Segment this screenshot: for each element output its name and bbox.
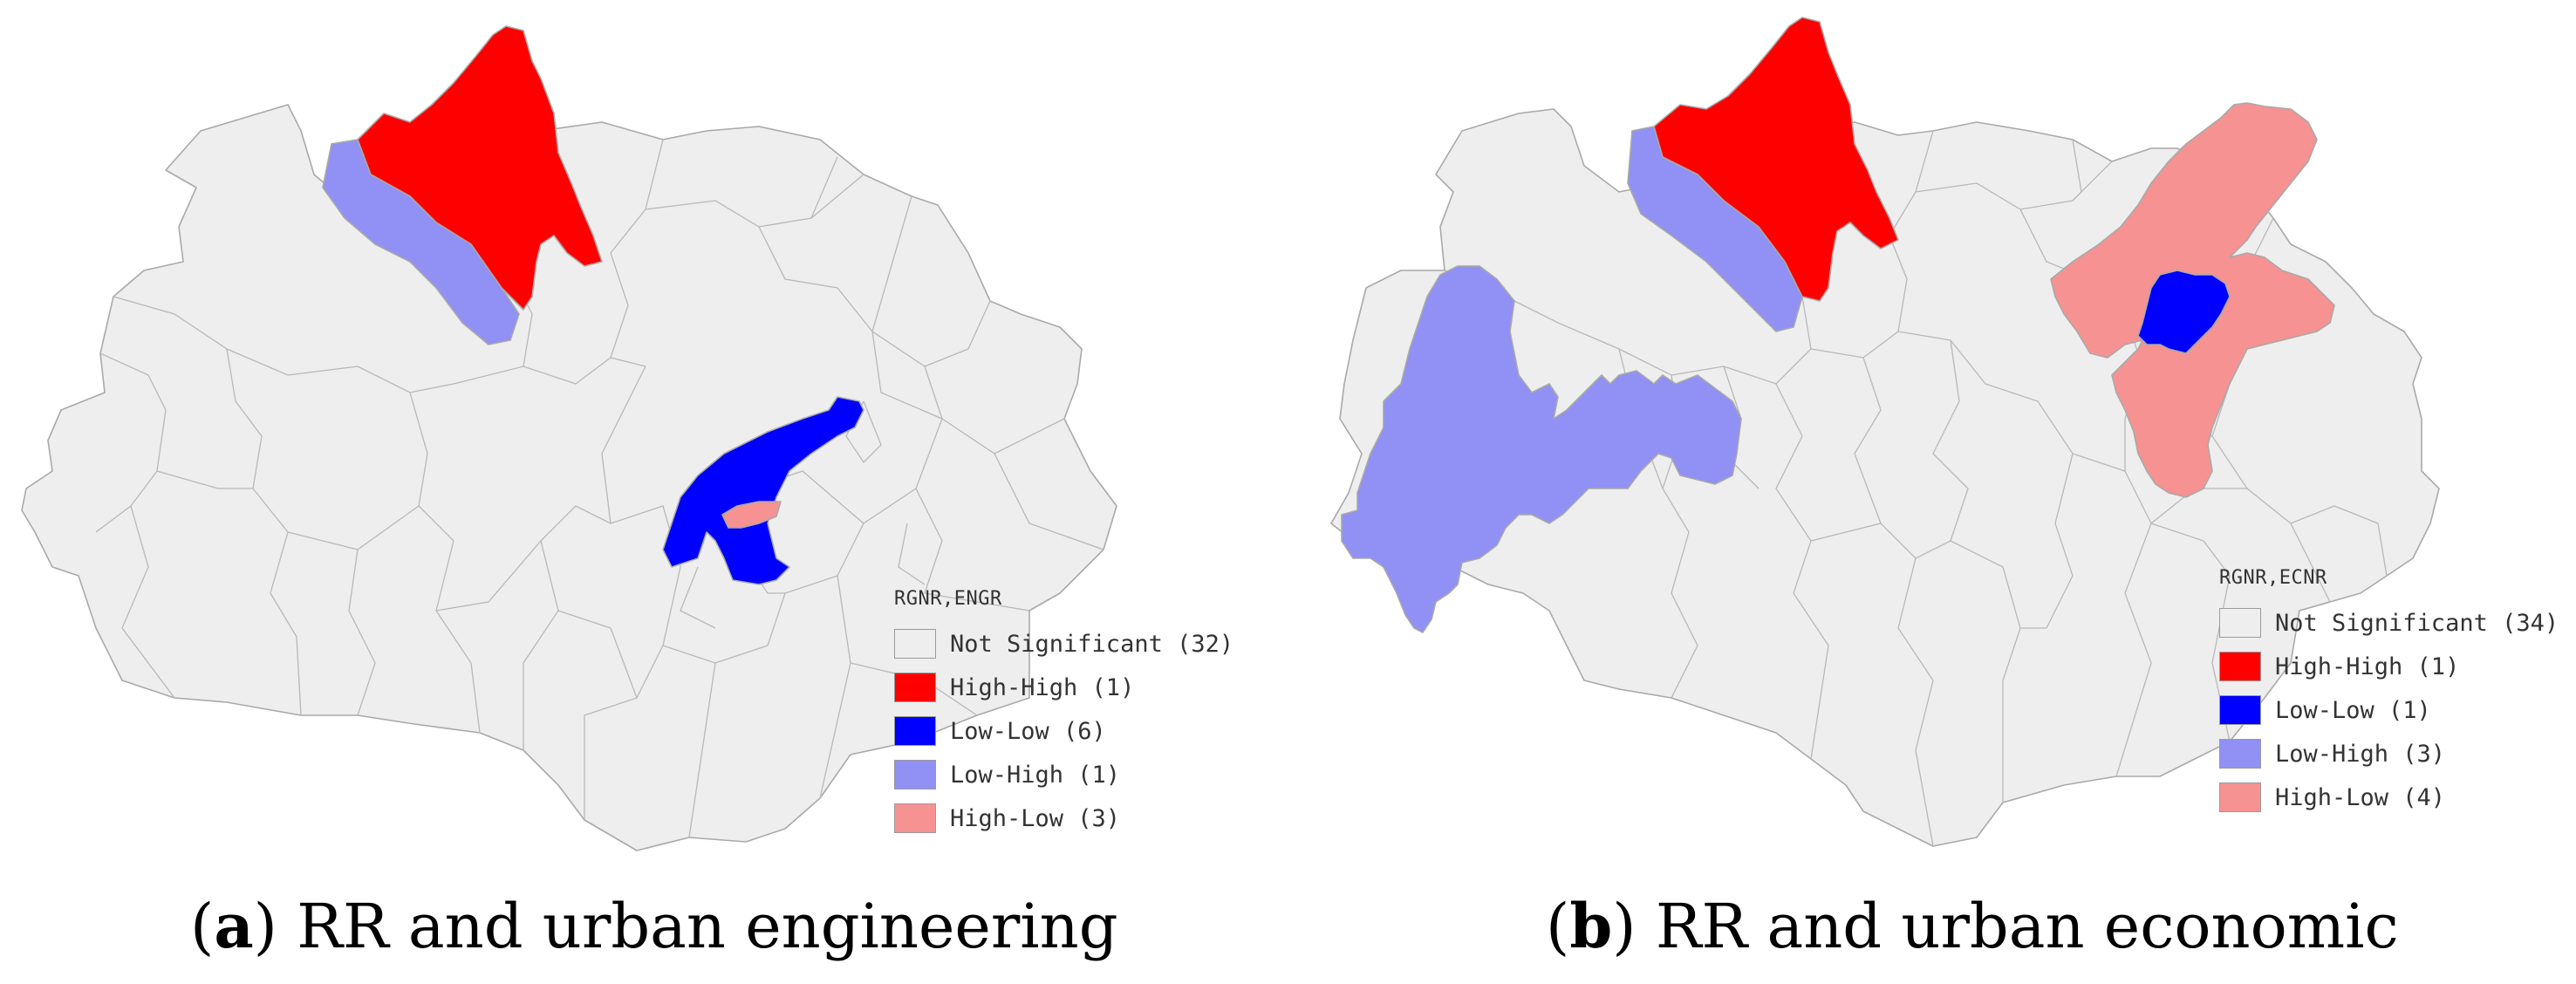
- legend-item-low-high: Low-High (1): [894, 753, 1233, 796]
- legend-swatch: [894, 760, 936, 789]
- legend-label: Not Significant (34): [2275, 609, 2559, 637]
- legend-item-high-high: High-High (1): [2219, 645, 2559, 688]
- legend-swatch: [2219, 695, 2261, 725]
- legend-swatch: [894, 673, 936, 702]
- region-low-high-west: [1341, 265, 1742, 633]
- legend-item-low-low: Low-Low (1): [2219, 688, 2559, 732]
- legend-item-high-low: High-Low (4): [2219, 776, 2559, 819]
- legend-item-not-significant: Not Significant (34): [2219, 601, 2559, 645]
- choropleth-map-b: [1330, 17, 2440, 847]
- legend-label: Low-High (1): [950, 761, 1121, 789]
- caption-letter: a: [214, 890, 254, 962]
- legend-label: Low-Low (1): [2275, 696, 2431, 724]
- legend-item-low-low: Low-Low (6): [894, 709, 1233, 753]
- caption-text: RR and urban engineering: [297, 891, 1118, 962]
- legend-swatch: [2219, 782, 2261, 812]
- legend-label: High-Low (4): [2275, 783, 2446, 811]
- legend-swatch: [2219, 739, 2261, 769]
- legend-item-not-significant: Not Significant (32): [894, 622, 1233, 666]
- legend-swatch: [2219, 652, 2261, 681]
- choropleth-map-a: [21, 25, 1117, 851]
- caption-text: RR and urban economic: [1655, 891, 2399, 962]
- legend-swatch: [894, 803, 936, 833]
- legend-label: Not Significant (32): [950, 630, 1234, 658]
- legend-title: RGNR,ECNR: [2219, 567, 2327, 589]
- region-low-low: [2137, 270, 2231, 354]
- caption-letter: b: [1569, 890, 1613, 962]
- legend-label: High-High (1): [950, 673, 1135, 701]
- region-high-low: [721, 501, 782, 529]
- legend-swatch: [2219, 608, 2261, 638]
- legend-swatch: [894, 629, 936, 659]
- legend-swatch: [894, 716, 936, 746]
- caption-b: (b) RR and urban economic: [1546, 890, 2399, 962]
- legend-a: RGNR,ENGR Not Significant (32) High-High…: [894, 588, 1233, 840]
- caption-a: (a) RR and urban engineering: [190, 890, 1118, 962]
- legend-label: High-High (1): [2275, 653, 2460, 680]
- legend-item-low-high: Low-High (3): [2219, 732, 2559, 776]
- legend-b: RGNR,ECNR Not Significant (34) High-High…: [2219, 567, 2559, 819]
- legend-label: High-Low (3): [950, 804, 1121, 832]
- legend-title: RGNR,ENGR: [894, 588, 1002, 610]
- legend-label: Low-High (3): [2275, 740, 2446, 768]
- legend-label: Low-Low (6): [950, 717, 1106, 745]
- region-high-high: [357, 25, 603, 311]
- legend-item-high-high: High-High (1): [894, 666, 1233, 709]
- map-panel-a: RGNR,ENGR Not Significant (32) High-High…: [21, 25, 1233, 962]
- map-panel-b: RGNR,ECNR Not Significant (34) High-High…: [1288, 0, 2576, 984]
- legend-item-high-low: High-Low (3): [894, 796, 1233, 840]
- region-high-high: [1653, 17, 1899, 302]
